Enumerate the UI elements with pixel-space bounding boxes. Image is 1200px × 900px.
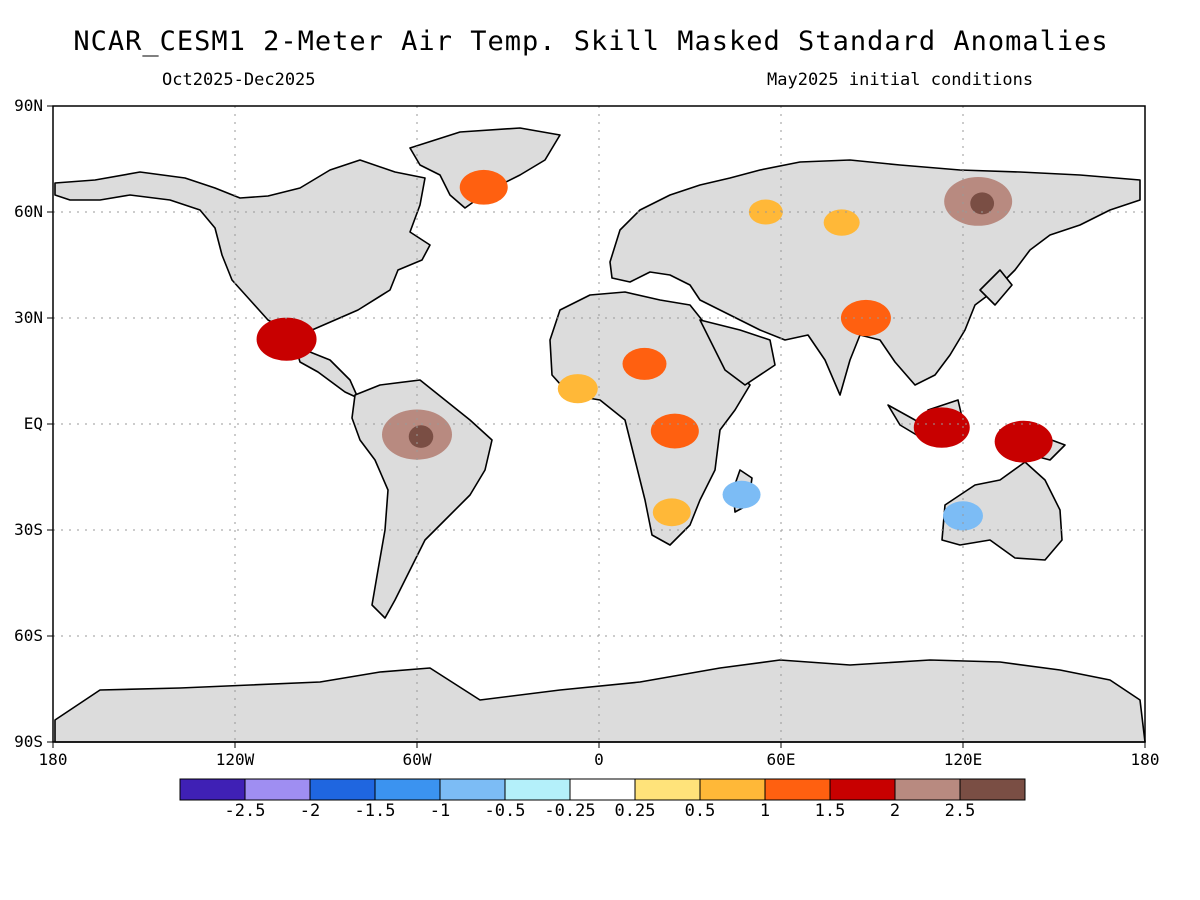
new-guinea-anomaly (994, 420, 1053, 463)
colorbar-swatch (894, 778, 961, 801)
colorbar-label: 2 (889, 801, 901, 821)
tibet-anomaly (840, 299, 891, 337)
madagascar-cold-anomaly (722, 480, 761, 509)
anomaly-core (408, 425, 434, 448)
mexico-anomaly (256, 317, 317, 361)
forecast-period: Oct2025-Dec2025 (162, 70, 316, 90)
anomaly-patch (557, 374, 598, 404)
antarctica-land (54, 659, 1146, 743)
lon-label-180e: 180 (1130, 750, 1160, 769)
australia-land (941, 461, 1063, 561)
lat-label-60s: 60S (14, 626, 43, 645)
colorbar-label: -2 (299, 801, 321, 821)
anomaly-patch (840, 299, 891, 337)
colorbar-swatch (374, 778, 441, 801)
greenland-anomaly (459, 169, 508, 205)
central-africa-anomaly (650, 413, 699, 449)
sahel-anomaly (622, 347, 667, 380)
lat-label-60n: 60N (14, 202, 43, 221)
anomaly-patch (622, 347, 667, 380)
colorbar-label: -1 (429, 801, 451, 821)
lat-label-eq: EQ (23, 414, 43, 433)
colorbar-label: 0.5 (684, 801, 716, 821)
colorbar-swatch (829, 778, 896, 801)
colorbar-swatch (764, 778, 831, 801)
colorbar (179, 778, 1026, 801)
colorbar-swatch (309, 778, 376, 801)
colorbar-label: -0.25 (544, 801, 596, 821)
colorbar-swatch (634, 778, 701, 801)
arabia-land (699, 319, 776, 386)
anomaly-core (970, 192, 995, 215)
anomaly-patch (823, 209, 860, 236)
initial-conditions: May2025 initial conditions (767, 70, 1034, 90)
lon-label-60e: 60E (766, 750, 796, 769)
siberia-band-anomaly (823, 209, 860, 236)
colorbar-swatch (959, 778, 1026, 801)
lat-label-30n: 30N (14, 308, 43, 327)
colorbar-label: 0.25 (614, 801, 656, 821)
lon-label-60w: 60W (402, 750, 432, 769)
lon-label-120e: 120E (943, 750, 983, 769)
colorbar-swatch (504, 778, 571, 801)
anomaly-patch (722, 480, 761, 509)
lat-label-30s: 30S (14, 520, 43, 539)
map-frame (47, 105, 1146, 748)
map-title: NCAR_CESM1 2-Meter Air Temp. Skill Maske… (73, 26, 1109, 57)
east-siberia-anomaly (944, 177, 1013, 226)
axis-ticks (47, 105, 1146, 748)
anomaly-patch (652, 498, 691, 527)
colorbar-swatch (179, 778, 246, 801)
colorbar-label: 1 (759, 801, 771, 821)
anomaly-patch (650, 413, 699, 449)
anomaly-patch (994, 420, 1053, 463)
colorbar-swatch (439, 778, 506, 801)
colorbar-label: -1.5 (354, 801, 396, 821)
colorbar-swatch (699, 778, 766, 801)
colorbar-label: 1.5 (814, 801, 846, 821)
lon-label-120w: 120W (215, 750, 255, 769)
colorbar-swatch (569, 778, 636, 801)
japan-land (979, 269, 1013, 306)
lon-label-0: 0 (594, 750, 604, 769)
colorbar-swatch (244, 778, 311, 801)
colorbar-label: -0.5 (484, 801, 526, 821)
anomaly-patch (913, 407, 970, 448)
colorbar-label: 2.5 (944, 801, 976, 821)
gridlines (53, 106, 1145, 742)
anomaly-patch (459, 169, 508, 205)
lat-label-90n: 90N (14, 96, 43, 115)
southern-africa-anomaly (652, 498, 691, 527)
anomaly-patch (256, 317, 317, 361)
lon-label-180w: 180 (38, 750, 68, 769)
lat-label-90s: 90S (14, 732, 43, 751)
borneo-anomaly (913, 407, 970, 448)
colorbar-label: -2.5 (224, 801, 266, 821)
west-africa-anomaly (557, 374, 598, 404)
eurasia-land (609, 159, 1141, 396)
